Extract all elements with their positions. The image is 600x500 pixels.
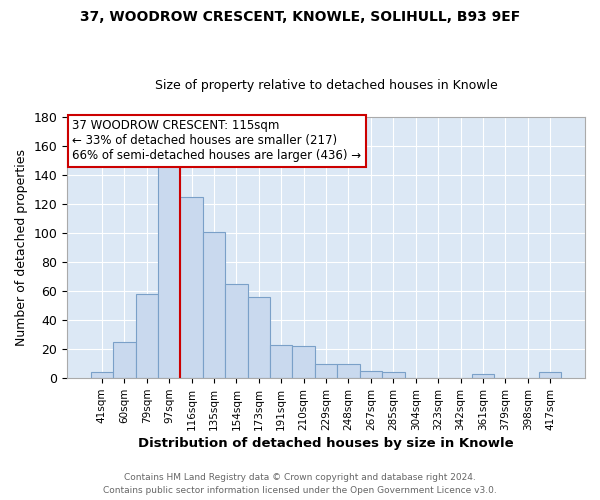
Bar xyxy=(248,297,270,378)
Y-axis label: Number of detached properties: Number of detached properties xyxy=(15,149,28,346)
Bar xyxy=(158,162,181,378)
Bar xyxy=(203,232,225,378)
Text: 37, WOODROW CRESCENT, KNOWLE, SOLIHULL, B93 9EF: 37, WOODROW CRESCENT, KNOWLE, SOLIHULL, … xyxy=(80,10,520,24)
Bar xyxy=(539,372,562,378)
Bar xyxy=(292,346,315,378)
Text: Contains HM Land Registry data © Crown copyright and database right 2024.
Contai: Contains HM Land Registry data © Crown c… xyxy=(103,474,497,495)
Bar xyxy=(382,372,404,378)
Bar xyxy=(315,364,337,378)
Text: 37 WOODROW CRESCENT: 115sqm
← 33% of detached houses are smaller (217)
66% of se: 37 WOODROW CRESCENT: 115sqm ← 33% of det… xyxy=(73,120,361,162)
Bar xyxy=(337,364,360,378)
Bar xyxy=(91,372,113,378)
Bar xyxy=(113,342,136,378)
Title: Size of property relative to detached houses in Knowle: Size of property relative to detached ho… xyxy=(155,79,497,92)
Bar xyxy=(360,371,382,378)
Bar xyxy=(181,196,203,378)
Bar xyxy=(472,374,494,378)
X-axis label: Distribution of detached houses by size in Knowle: Distribution of detached houses by size … xyxy=(138,437,514,450)
Bar xyxy=(225,284,248,378)
Bar xyxy=(270,345,292,378)
Bar xyxy=(136,294,158,378)
